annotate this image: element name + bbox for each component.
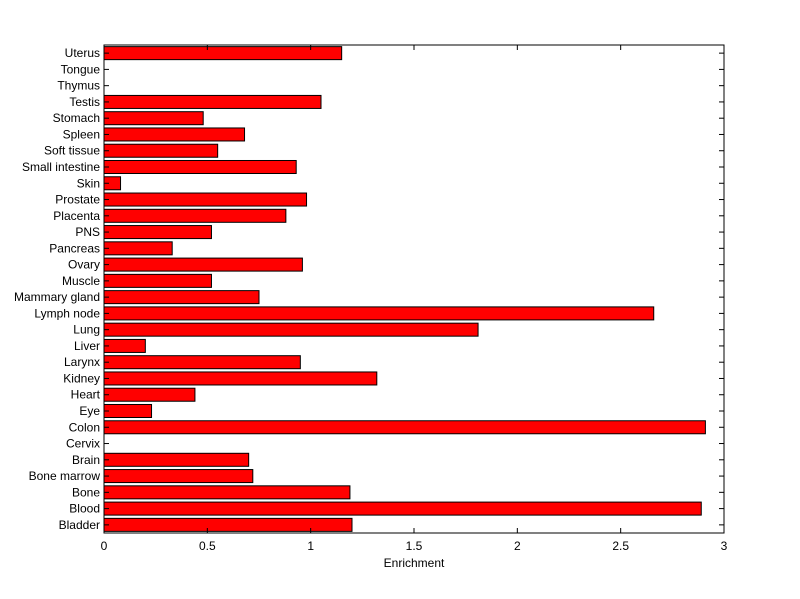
y-ticks-group: Uterus Tongue Thymus Testis Stomach Spleen Sof… [14,46,724,532]
y-tick-label: Brain [72,453,100,467]
y-tick-label: Thymus [57,79,100,93]
bar-kidney [103,371,378,386]
y-tick-label: Uterus [65,46,100,60]
x-tick-label: 2 [514,539,521,553]
bar-small-intestine [103,159,297,175]
y-tick-label: Heart [71,388,101,402]
x-tick-label: 2.5 [612,539,629,553]
x-tick-label: 1.5 [406,539,423,553]
bar-bladder [103,517,353,532]
y-tick-label: Testis [69,95,100,109]
y-tick-label: Bone marrow [29,469,101,483]
x-tick-label: 3 [721,539,728,553]
bar-ovary [103,257,303,272]
y-tick-label: Skin [77,176,100,190]
bar-mammary-gland [103,290,260,305]
y-tick-label: Bone [72,485,100,499]
y-tick-label: Bladder [59,518,100,532]
bar-soft-tissue [103,143,219,158]
y-tick-label: Lymph node [34,306,100,320]
y-tick-label: Eye [79,404,100,418]
y-tick-label: Lung [73,323,100,337]
y-tick-label: Placenta [53,209,100,223]
y-tick-label: Ovary [68,258,100,272]
bar-muscle [103,273,212,288]
bar-placenta [103,208,287,223]
x-axis-label: Enrichment [384,556,445,570]
bar-larynx [103,355,301,370]
bar-liver [103,338,146,353]
bar-bone-marrow [103,469,254,484]
x-tick-label: 0 [101,539,108,553]
y-tick-label: Pancreas [49,241,100,255]
bar-stomach [103,111,204,126]
bar-prostate [103,192,308,207]
y-tick-label: Cervix [66,437,100,451]
y-tick-label: Muscle [62,274,100,288]
x-tick-label: 0.5 [199,539,216,553]
bar-pns [103,225,212,240]
bar-lung [103,322,479,337]
y-tick-label: Tongue [61,62,101,76]
bar-pancreas [103,241,173,256]
bar-colon [103,420,706,435]
bar-heart [103,387,196,402]
y-tick-label: Prostate [55,193,100,207]
bar-eye [103,403,153,419]
bar-spleen [103,127,246,142]
bar-lymph-node [103,306,655,321]
y-tick-label: Small intestine [22,160,100,174]
bar-blood [103,501,702,516]
y-tick-label: Mammary gland [14,290,100,304]
y-tick-label: PNS [75,225,100,239]
x-tick-label: 1 [307,539,314,553]
y-tick-label: Liver [74,339,100,353]
y-tick-label: Stomach [53,111,100,125]
bar-bone [103,485,351,500]
bar-testis [103,94,322,109]
y-tick-label: Soft tissue [44,144,100,158]
y-tick-label: Larynx [64,355,100,369]
y-tick-label: Spleen [63,127,100,141]
y-tick-label: Blood [69,502,100,516]
x-ticks-group: 0 0.5 1 1.5 2 2.5 3 [101,45,728,553]
plot-area [103,44,725,534]
y-tick-label: Colon [69,420,100,434]
y-tick-label: Kidney [63,371,100,385]
bars-group [103,46,706,532]
bar-uterus [103,46,343,61]
bar-brain [103,452,250,467]
